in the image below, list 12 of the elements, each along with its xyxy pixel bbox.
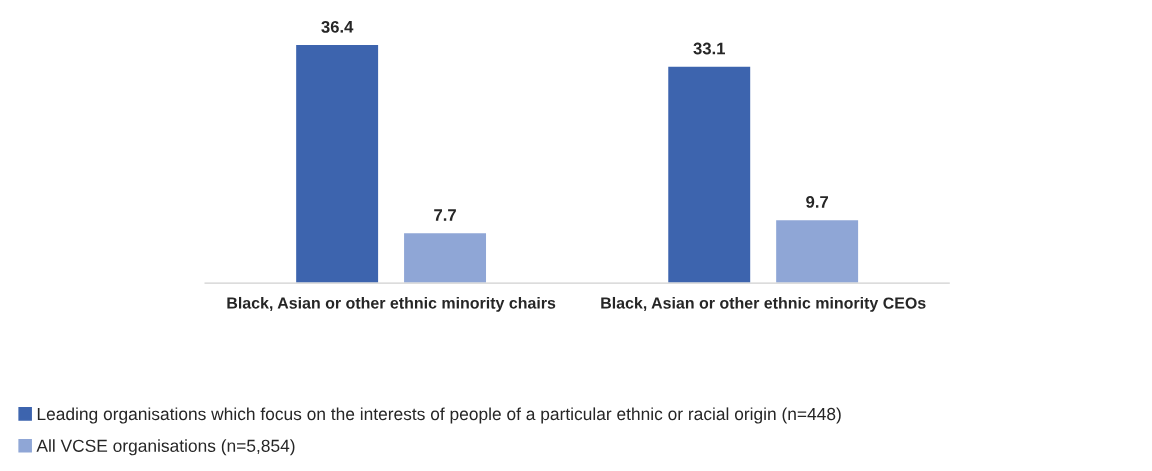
x-tick-label: Black, Asian or other ethnic minority CEOs (601, 296, 926, 312)
data-label: 33.1 (693, 42, 725, 55)
bar (666, 65, 752, 284)
legend-label: Leading organisations which focus on the interests of people of a particular ethnic or racial origin (n=448) (37, 407, 841, 424)
legend-label: All VCSE organisations (n=5,854) (36, 439, 295, 456)
bar (294, 43, 380, 284)
x-tick-label: Black, Asian or other ethnic minority chairs (227, 296, 556, 312)
bar (402, 231, 488, 284)
data-label: 36.4 (321, 20, 354, 33)
data-label: 7.7 (434, 209, 456, 221)
data-label: 9.7 (806, 196, 829, 208)
bar (774, 218, 860, 284)
